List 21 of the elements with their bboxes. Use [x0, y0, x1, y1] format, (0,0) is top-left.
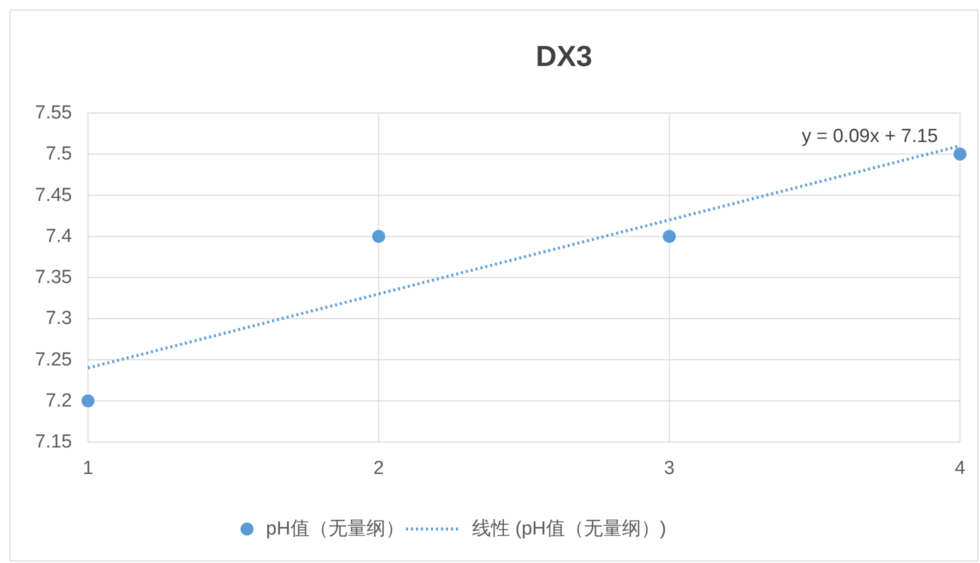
x-tick-label: 3: [664, 458, 675, 479]
point: [372, 230, 386, 243]
y-tick-label: 7.2: [46, 390, 72, 412]
annotation: y = 0.09x + 7.15: [802, 126, 938, 147]
point: [954, 148, 966, 161]
point: [82, 394, 94, 408]
legend-label: pH值（无量纲）: [266, 518, 404, 540]
y-tick-label: 7.55: [35, 102, 72, 124]
y-tick-label: 7.3: [46, 308, 72, 330]
y-tick-label: 7.45: [35, 184, 72, 206]
point: [662, 230, 676, 243]
x-tick-label: 1: [82, 458, 94, 479]
y-tick-label: 7.4: [46, 226, 72, 247]
chart-title: DX3: [536, 41, 592, 73]
y-tick-label: 7.25: [35, 349, 72, 370]
x-tick-label: 2: [373, 458, 384, 479]
x-tick-label: 4: [954, 458, 966, 479]
y-tick-label: 7.5: [46, 144, 72, 165]
legend-label: 线性 (pH值（无量纲）): [472, 518, 666, 540]
y-tick-label: 7.15: [35, 432, 72, 452]
y-tick-label: 7.35: [35, 267, 72, 288]
